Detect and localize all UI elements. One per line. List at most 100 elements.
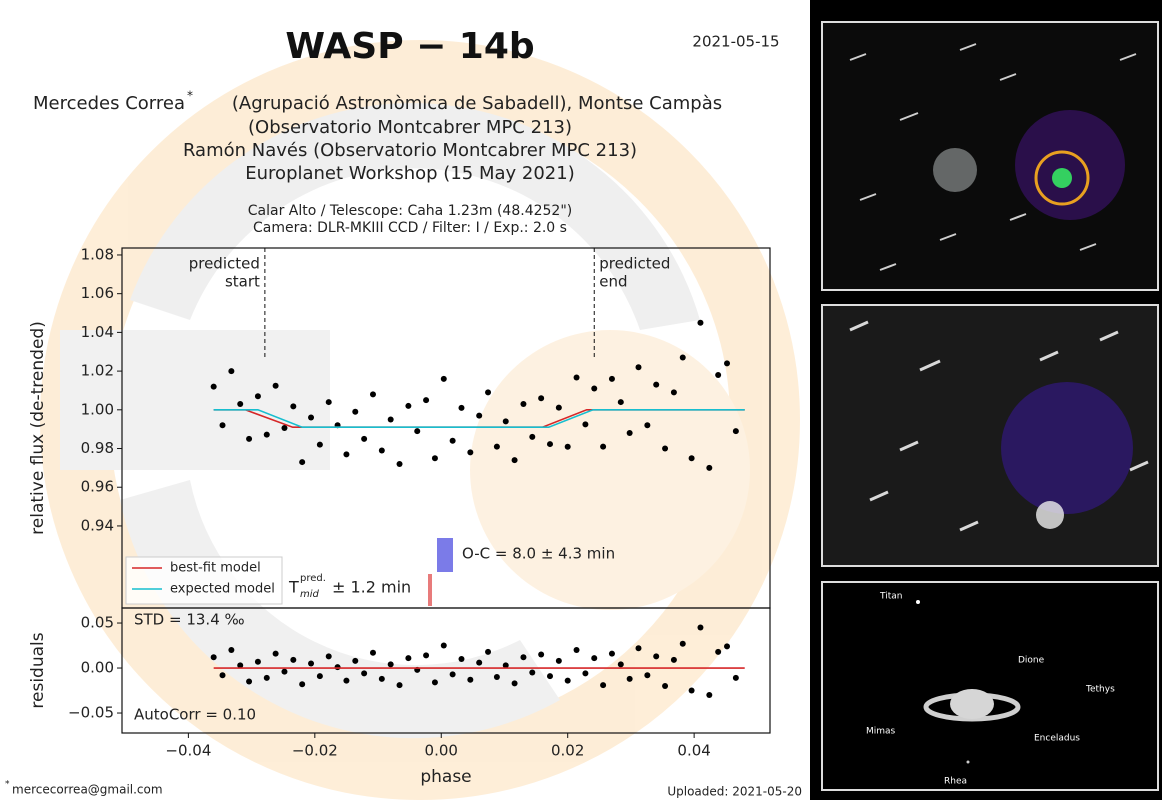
data-point [485,389,492,396]
data-point [361,670,368,677]
y-tick-label: 0.94 [81,516,114,534]
data-point [476,659,483,666]
data-point [511,680,518,687]
data-point [387,661,394,668]
data-point [485,648,492,655]
y-axis-label: residuals [28,632,48,708]
data-point [237,662,244,669]
x-tick-label: 0.02 [551,742,584,760]
data-point [511,457,518,464]
data-point [520,654,527,661]
data-point [246,435,253,442]
legend-label: expected model [170,582,275,597]
author-mark: * [187,89,193,103]
data-point [635,364,642,371]
data-point [582,670,589,677]
author-line: Europlanet Workshop (15 May 2021) [245,163,574,184]
data-point [679,354,686,361]
author-name: Mercedes Correa [33,93,185,114]
data-point [706,692,713,699]
x-tick-label: 0.04 [677,742,710,760]
logo-bar [60,330,330,470]
data-point [644,672,651,679]
author-line: (Observatorio Montcabrer MPC 213) [248,117,572,138]
moon-label: Rhea [944,777,967,787]
data-point [715,648,722,655]
data-point [228,647,235,654]
saturn-disk [950,689,994,719]
y-tick-label: 1.00 [81,400,114,418]
data-point [308,660,315,667]
data-point [272,382,279,389]
data-point [369,649,376,656]
false-color-inset [1001,382,1133,514]
data-point [715,371,722,378]
data-point [352,657,359,664]
data-point [706,464,713,471]
email-mark: * [5,780,10,790]
data-point [458,656,465,663]
data-point [449,437,456,444]
data-point [281,668,288,675]
predicted-label: predicted [189,255,260,273]
moon-label: Enceladus [1034,734,1080,744]
logo-arc [130,103,700,330]
data-point [316,441,323,448]
uploaded: Uploaded: 2021-05-20 [667,785,802,799]
oc-bar [437,538,453,572]
data-point [502,418,509,425]
y-tick-label: 0.05 [81,614,114,632]
model-line [213,409,745,429]
data-point [591,385,598,392]
data-point [343,677,350,684]
data-point [688,687,695,694]
data-point [662,445,669,452]
observatory-line: Camera: DLR-MKIII CCD / Filter: I / Exp.… [253,220,567,236]
data-point [440,375,447,382]
data-point [635,645,642,652]
data-point [697,319,704,326]
data-point [263,674,270,681]
data-point [254,393,261,400]
y-tick-label: 0.96 [81,478,114,496]
title: WASP − 14b [285,26,534,67]
data-point [688,455,695,462]
data-point [520,401,527,407]
data-point [228,368,235,375]
predicted-label: start [225,273,260,291]
data-point [732,428,739,435]
moon-label: Dione [1018,656,1045,666]
data-point [423,397,430,404]
data-point [405,655,412,662]
moon [966,760,970,764]
data-point [378,447,385,454]
y-tick-label: −0.05 [68,704,114,722]
data-point [582,421,589,428]
data-point [316,673,323,680]
autocorr-label: AutoCorr = 0.10 [134,706,256,724]
data-point [246,678,253,685]
data-point [467,449,474,456]
x-axis-label: phase [420,767,471,787]
data-point [538,395,545,402]
data-point [617,399,624,406]
legend-label: best-fit model [170,561,261,576]
data-point [600,443,607,450]
data-point [405,402,412,409]
data-point [600,682,607,689]
data-point [564,677,571,684]
predicted-label: end [599,273,627,291]
data-point [662,683,669,690]
data-point [378,675,385,682]
data-point [626,430,633,437]
star-streaks [849,43,1137,271]
x-tick-label: 0.00 [425,742,458,760]
moon-label: Mimas [866,727,896,737]
moon-label: Tethys [1085,685,1115,695]
data-point [653,653,660,660]
y-tick-label: 0.00 [81,659,114,677]
data-point [396,461,403,467]
data-point [724,643,731,650]
data-point [431,679,438,686]
data-point [299,681,306,688]
